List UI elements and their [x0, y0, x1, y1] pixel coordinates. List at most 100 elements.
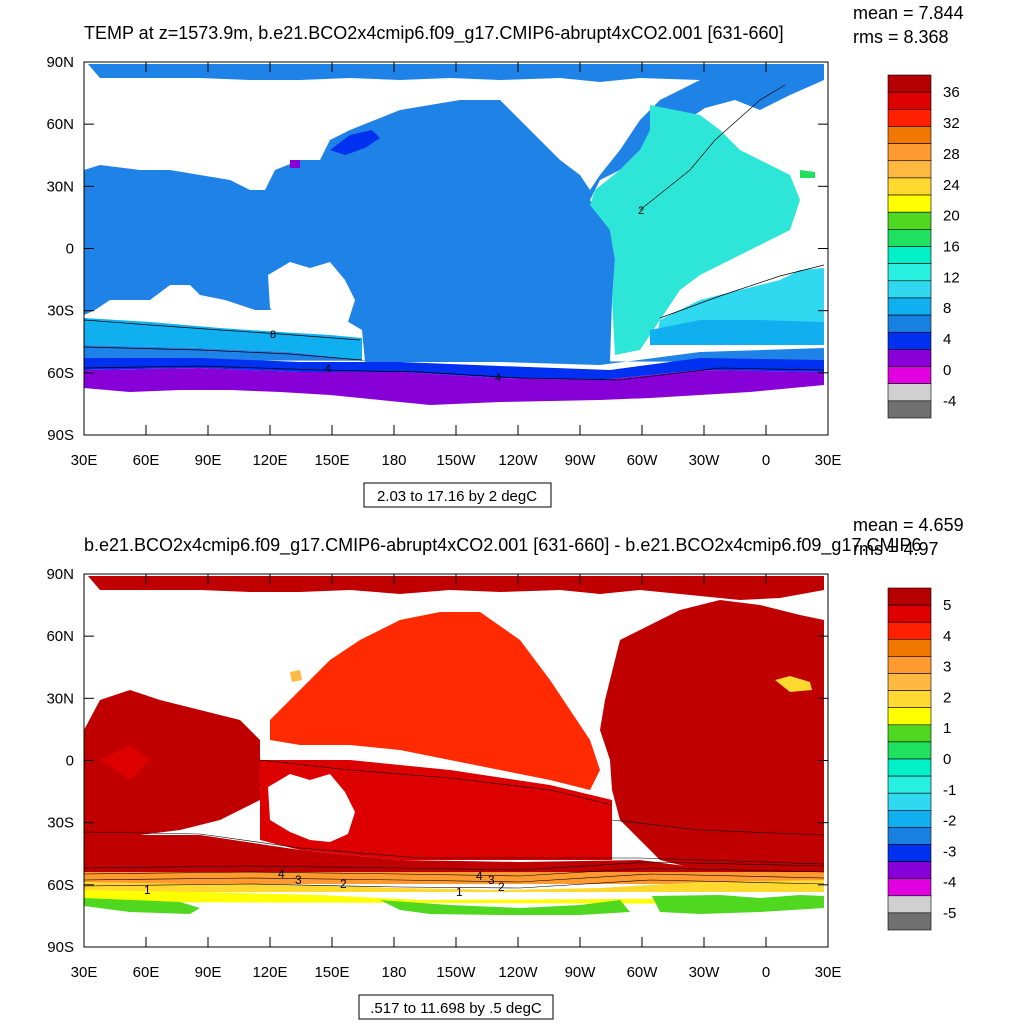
colorbar-label: 28	[943, 146, 960, 163]
panel-2-contour-label: 2	[340, 877, 347, 891]
x-tick-label: 60W	[627, 452, 659, 469]
panel-1-atlantic	[590, 105, 800, 355]
panel-2-range-box	[358, 994, 554, 1020]
colorbar-label: -1	[943, 782, 956, 799]
y-tick-label: 90S	[47, 939, 74, 956]
colorbar-swatch	[887, 827, 932, 845]
panel-2: b.e21.BCO2x4cmip6.f09_g17.CMIP6-abrupt4x…	[46, 515, 964, 1020]
x-tick-label: 0	[762, 452, 770, 469]
colorbar-label: 12	[943, 269, 960, 286]
colorbar-swatch	[887, 400, 932, 419]
panel-2-contour-label: 3	[295, 873, 302, 887]
colorbar-swatch	[887, 91, 932, 110]
colorbar-swatch	[887, 160, 932, 179]
colorbar-swatch	[887, 383, 932, 402]
y-tick-label: 60S	[47, 877, 74, 894]
colorbar-label: -5	[943, 905, 956, 922]
panel-1-title: TEMP at z=1573.9m, b.e21.BCO2x4cmip6.f09…	[84, 23, 784, 44]
colorbar-swatch	[887, 792, 932, 811]
colorbar-label: 2	[943, 689, 951, 706]
panel-1-axes: 30E 60E 90E 120E 150E 180 150W 120W 90W 60W 30W 0 30…	[46, 54, 841, 469]
colorbar-swatch	[887, 331, 932, 350]
panel-1: TEMP at z=1573.9m, b.e21.BCO2x4cmip6.f09…	[46, 3, 964, 508]
panel-1-colorbar: 36 32 28 24 20 16 12 8 4 0 -4	[887, 74, 960, 419]
colorbar-swatch	[887, 741, 932, 760]
panel-2-title: b.e21.BCO2x4cmip6.f09_g17.CMIP6-abrupt4x…	[84, 535, 921, 556]
panel-2-pacific	[270, 612, 600, 790]
x-tick-label: 120E	[252, 452, 287, 469]
x-tick-label: 60E	[133, 964, 160, 981]
panel-1-contour-label: 8	[270, 329, 276, 341]
colorbar-label: 24	[943, 177, 960, 194]
panel-1-australia	[268, 262, 355, 330]
colorbar-label: 32	[943, 115, 960, 132]
colorbar-swatch	[887, 844, 932, 862]
panel-1-rms: rms = 8.368	[853, 27, 949, 47]
colorbar-label: 0	[943, 362, 951, 379]
colorbar-swatch	[887, 758, 932, 777]
colorbar-swatch	[887, 587, 932, 606]
y-tick-label: 0	[66, 241, 74, 258]
x-tick-label: 60E	[133, 452, 160, 469]
panel-1-range-box	[363, 482, 552, 508]
panel-2-range-note: .517 to 11.698 by .5 degC	[370, 1000, 542, 1017]
x-tick-label: 30E	[71, 452, 98, 469]
colorbar-swatch	[887, 878, 932, 897]
colorbar-swatch	[887, 246, 932, 264]
colorbar-label: -4	[943, 393, 956, 410]
x-tick-label: 90W	[565, 452, 597, 469]
x-tick-label: 180	[381, 452, 406, 469]
colorbar-swatch	[887, 724, 932, 743]
x-tick-label: 60W	[627, 964, 659, 981]
panel-2-axes: 30E 60E 90E 120E 150E 180 150W 120W 90W 60W 30W 0 30…	[46, 566, 841, 981]
colorbar-label: -2	[943, 813, 956, 830]
x-tick-label: 30E	[71, 964, 98, 981]
panel-2-map: 1 4 3 2 4 3 2 1	[83, 573, 829, 948]
x-tick-label: 120W	[498, 964, 538, 981]
panel-1-mean: mean = 7.844	[853, 3, 964, 23]
panel-2-mean: mean = 4.659	[853, 515, 964, 535]
panel-2-atlantic	[600, 600, 824, 870]
x-tick-label: 90E	[195, 452, 222, 469]
x-tick-label: 90E	[195, 964, 222, 981]
colorbar-swatch	[887, 349, 932, 367]
panel-1-contour-label: 2	[638, 205, 644, 217]
colorbar-label: 8	[943, 300, 951, 317]
colorbar-swatch	[887, 297, 932, 316]
colorbar-swatch	[887, 673, 932, 691]
colorbar-swatch	[887, 229, 932, 247]
colorbar-label: 16	[943, 239, 960, 256]
colorbar-swatch	[887, 621, 932, 640]
colorbar-swatch	[887, 809, 932, 828]
colorbar-swatch	[887, 638, 932, 657]
x-tick-label: 90W	[565, 964, 597, 981]
x-tick-label: 150E	[314, 964, 349, 981]
colorbar-swatch	[887, 177, 932, 196]
colorbar-label: -3	[943, 843, 956, 860]
colorbar-label: -4	[943, 874, 956, 891]
panel-1-range-note: 2.03 to 17.16 by 2 degC	[377, 488, 537, 505]
x-tick-label: 30W	[689, 964, 721, 981]
x-tick-label: 120E	[252, 964, 287, 981]
x-tick-label: 180	[381, 964, 406, 981]
panel-2-colorbar: 5 4 3 2 1 0 -1 -2 -3 -4 -5	[887, 587, 956, 931]
y-tick-label: 0	[66, 753, 74, 770]
x-tick-label: 30W	[689, 452, 721, 469]
colorbar-swatch	[887, 366, 932, 384]
panel-2-contour-label: 3	[488, 873, 495, 887]
colorbar-label: 4	[943, 331, 951, 348]
panel-2-australia	[268, 774, 355, 842]
panel-1-southern-ocean	[84, 318, 362, 360]
colorbar-swatch	[887, 74, 932, 93]
colorbar-label: 3	[943, 659, 951, 676]
colorbar-swatch	[887, 861, 932, 879]
colorbar-swatch	[887, 143, 932, 162]
colorbar-swatch	[887, 707, 932, 726]
colorbar-swatch	[887, 604, 932, 623]
colorbar-label: 4	[943, 628, 951, 645]
colorbar-swatch	[887, 912, 932, 931]
y-tick-label: 30S	[47, 815, 74, 832]
colorbar-label: 1	[943, 720, 951, 737]
colorbar-label: 0	[943, 751, 951, 768]
colorbar-label: 5	[943, 597, 951, 614]
